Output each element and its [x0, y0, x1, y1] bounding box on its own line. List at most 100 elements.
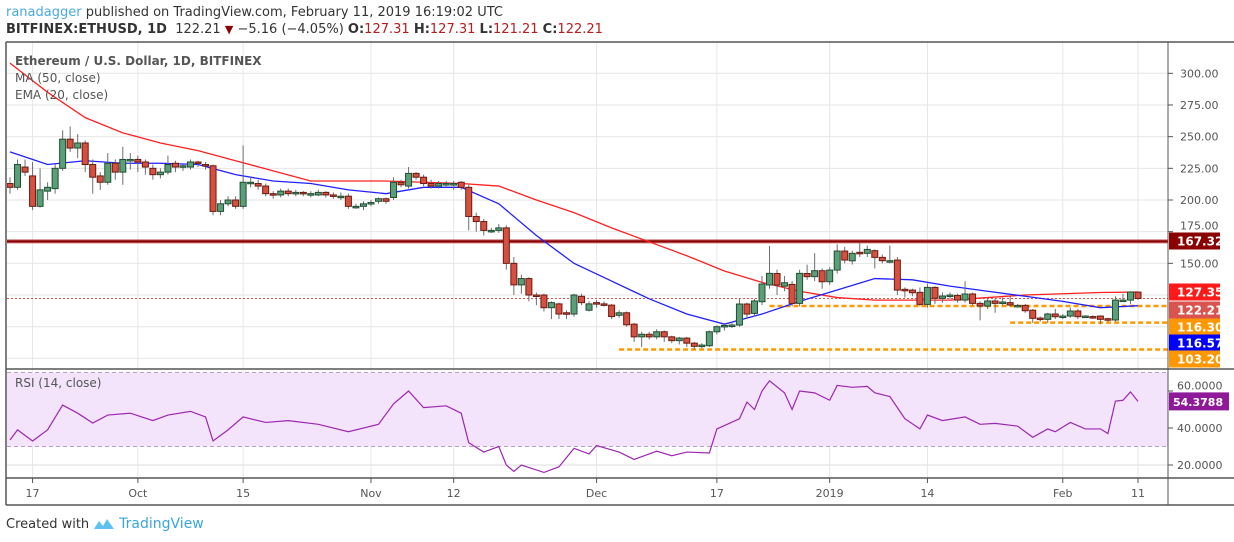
candle-body — [307, 193, 315, 196]
candle — [14, 159, 22, 190]
close-label: C: — [542, 22, 558, 37]
candle — [532, 292, 540, 306]
time-tick-label: 15 — [236, 487, 250, 500]
price-axis[interactable]: 300.00 275.00 250.00 225.00 200.00 175.00 150.… — [1168, 67, 1219, 270]
tradingview-logo-text[interactable]: TradingView — [119, 516, 204, 532]
candle-body — [1111, 299, 1119, 321]
candle-body — [623, 312, 631, 326]
candle-body — [698, 344, 706, 348]
candle — [781, 276, 789, 292]
candle-body — [186, 161, 194, 168]
author-link[interactable]: ranadagger — [6, 5, 82, 20]
candle-body — [923, 286, 931, 305]
candle-body — [578, 295, 586, 304]
candle — [540, 293, 548, 312]
candle-body — [502, 227, 510, 264]
candle-body — [171, 162, 179, 168]
candle-body — [735, 303, 743, 326]
candle-body — [104, 162, 112, 183]
candle — [435, 180, 443, 189]
candle-body — [299, 191, 307, 195]
price-label-box — [1169, 318, 1220, 336]
rsi-tick-label: 60.0000 — [1177, 379, 1223, 392]
price-tick-label: 300.00 — [1180, 67, 1219, 80]
price-tick-label: 150.00 — [1180, 257, 1219, 270]
candle — [562, 310, 570, 320]
candle — [232, 196, 240, 209]
candle-body — [660, 331, 668, 338]
candle-body — [1119, 299, 1127, 303]
candle — [442, 180, 450, 188]
candle-body — [457, 181, 465, 188]
candle — [36, 168, 44, 208]
candle — [856, 243, 864, 258]
time-tick-label: 17 — [710, 487, 724, 500]
candle — [1096, 315, 1104, 325]
candle-body — [638, 333, 646, 338]
candle — [495, 224, 503, 233]
candle — [578, 293, 586, 306]
candle-body — [81, 142, 89, 166]
candle — [1111, 296, 1119, 322]
candle — [547, 301, 555, 320]
candle-body — [111, 162, 119, 173]
candle-body — [374, 198, 382, 202]
candle-body — [66, 138, 74, 149]
candle — [284, 188, 292, 197]
candle-body — [547, 302, 555, 309]
candle — [292, 189, 300, 197]
price-label-box — [1169, 301, 1220, 319]
candle-body — [645, 333, 653, 338]
candle — [878, 254, 886, 264]
price-tick-label: 200.00 — [1180, 194, 1219, 207]
candle — [923, 283, 931, 308]
candle — [126, 153, 134, 170]
time-axis[interactable]: 17 Oct 15 Nov 12 Dec 17 2019 14 Feb 11 — [26, 478, 1145, 500]
candle — [796, 269, 804, 307]
candle-body — [277, 190, 285, 196]
candle-body — [1059, 315, 1067, 319]
candle-body — [14, 164, 22, 188]
candle — [1081, 315, 1089, 319]
candle — [660, 330, 668, 342]
candle — [81, 140, 89, 173]
candle-body — [938, 295, 946, 299]
candle — [623, 311, 631, 327]
price-label: 116.57 — [1177, 337, 1223, 351]
rsi-tick-label: 20.0000 — [1177, 459, 1223, 472]
candle-body — [412, 172, 420, 178]
candle-body — [435, 183, 443, 187]
candle — [788, 281, 796, 307]
candle-body — [555, 303, 563, 315]
price-label: 127.35 — [1177, 286, 1223, 300]
candle-body — [848, 252, 856, 262]
candle-body — [540, 294, 548, 309]
candle — [833, 244, 841, 274]
candle — [450, 180, 458, 190]
rsi-value-box — [1169, 392, 1229, 411]
time-tick-label: 12 — [447, 487, 461, 500]
candle-body — [961, 293, 969, 301]
candle-body — [149, 167, 157, 176]
candle-body — [390, 181, 398, 198]
legend-rsi: RSI (14, close) — [15, 376, 101, 390]
candle — [141, 159, 149, 175]
candle — [427, 179, 435, 189]
candle-body — [487, 229, 495, 233]
candle-body — [1134, 291, 1142, 300]
rsi-axis[interactable]: 60.0000 40.0000 20.0000 — [1168, 379, 1223, 472]
candle-body — [59, 138, 67, 169]
candle — [420, 174, 428, 187]
publish-info: ranadagger published on TradingView.com,… — [6, 5, 503, 20]
rsi-pane — [7, 372, 1168, 474]
candle — [615, 310, 623, 318]
candle — [871, 249, 879, 269]
candle — [89, 159, 97, 194]
candle-body — [382, 198, 390, 202]
candle-body — [758, 283, 766, 303]
candle — [728, 321, 736, 328]
candle — [322, 191, 330, 198]
candle-body — [683, 337, 691, 344]
candle-body — [1051, 313, 1059, 318]
